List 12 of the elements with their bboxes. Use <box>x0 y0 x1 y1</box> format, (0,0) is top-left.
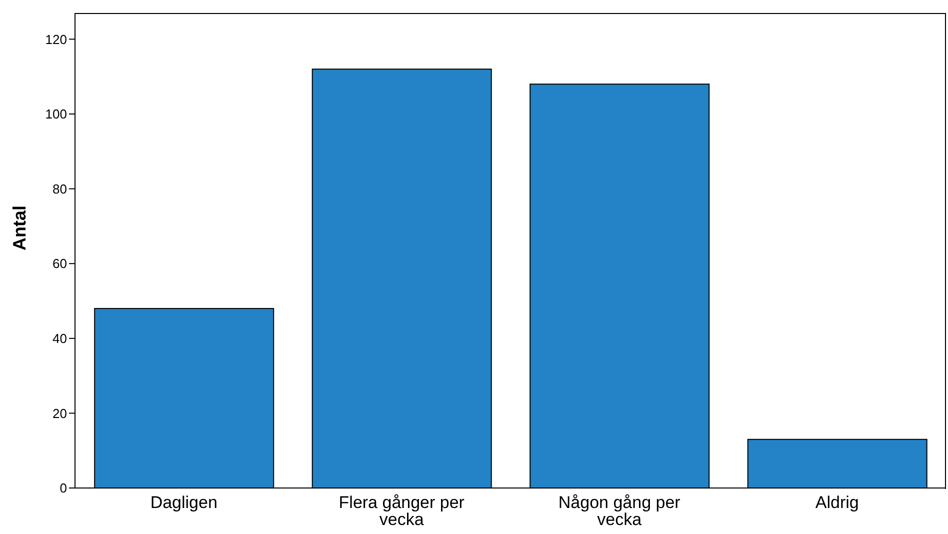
y-tick-label: 20 <box>52 406 67 421</box>
y-tick-label: 60 <box>52 256 67 272</box>
y-tick-label: 120 <box>45 32 67 47</box>
y-tick-label: 100 <box>45 106 67 122</box>
y-tick-label: 0 <box>60 480 67 496</box>
y-tick-label: 80 <box>52 181 67 196</box>
x-tick-label: Aldrig <box>815 493 859 512</box>
x-tick-label: Någon gång per vecka <box>558 493 681 529</box>
y-axis-title: Antal <box>9 206 30 250</box>
x-tick-label: Flera gånger per vecka <box>338 493 465 529</box>
y-tick-label: 40 <box>52 331 67 346</box>
x-tick-label: Dagligen <box>150 493 218 512</box>
